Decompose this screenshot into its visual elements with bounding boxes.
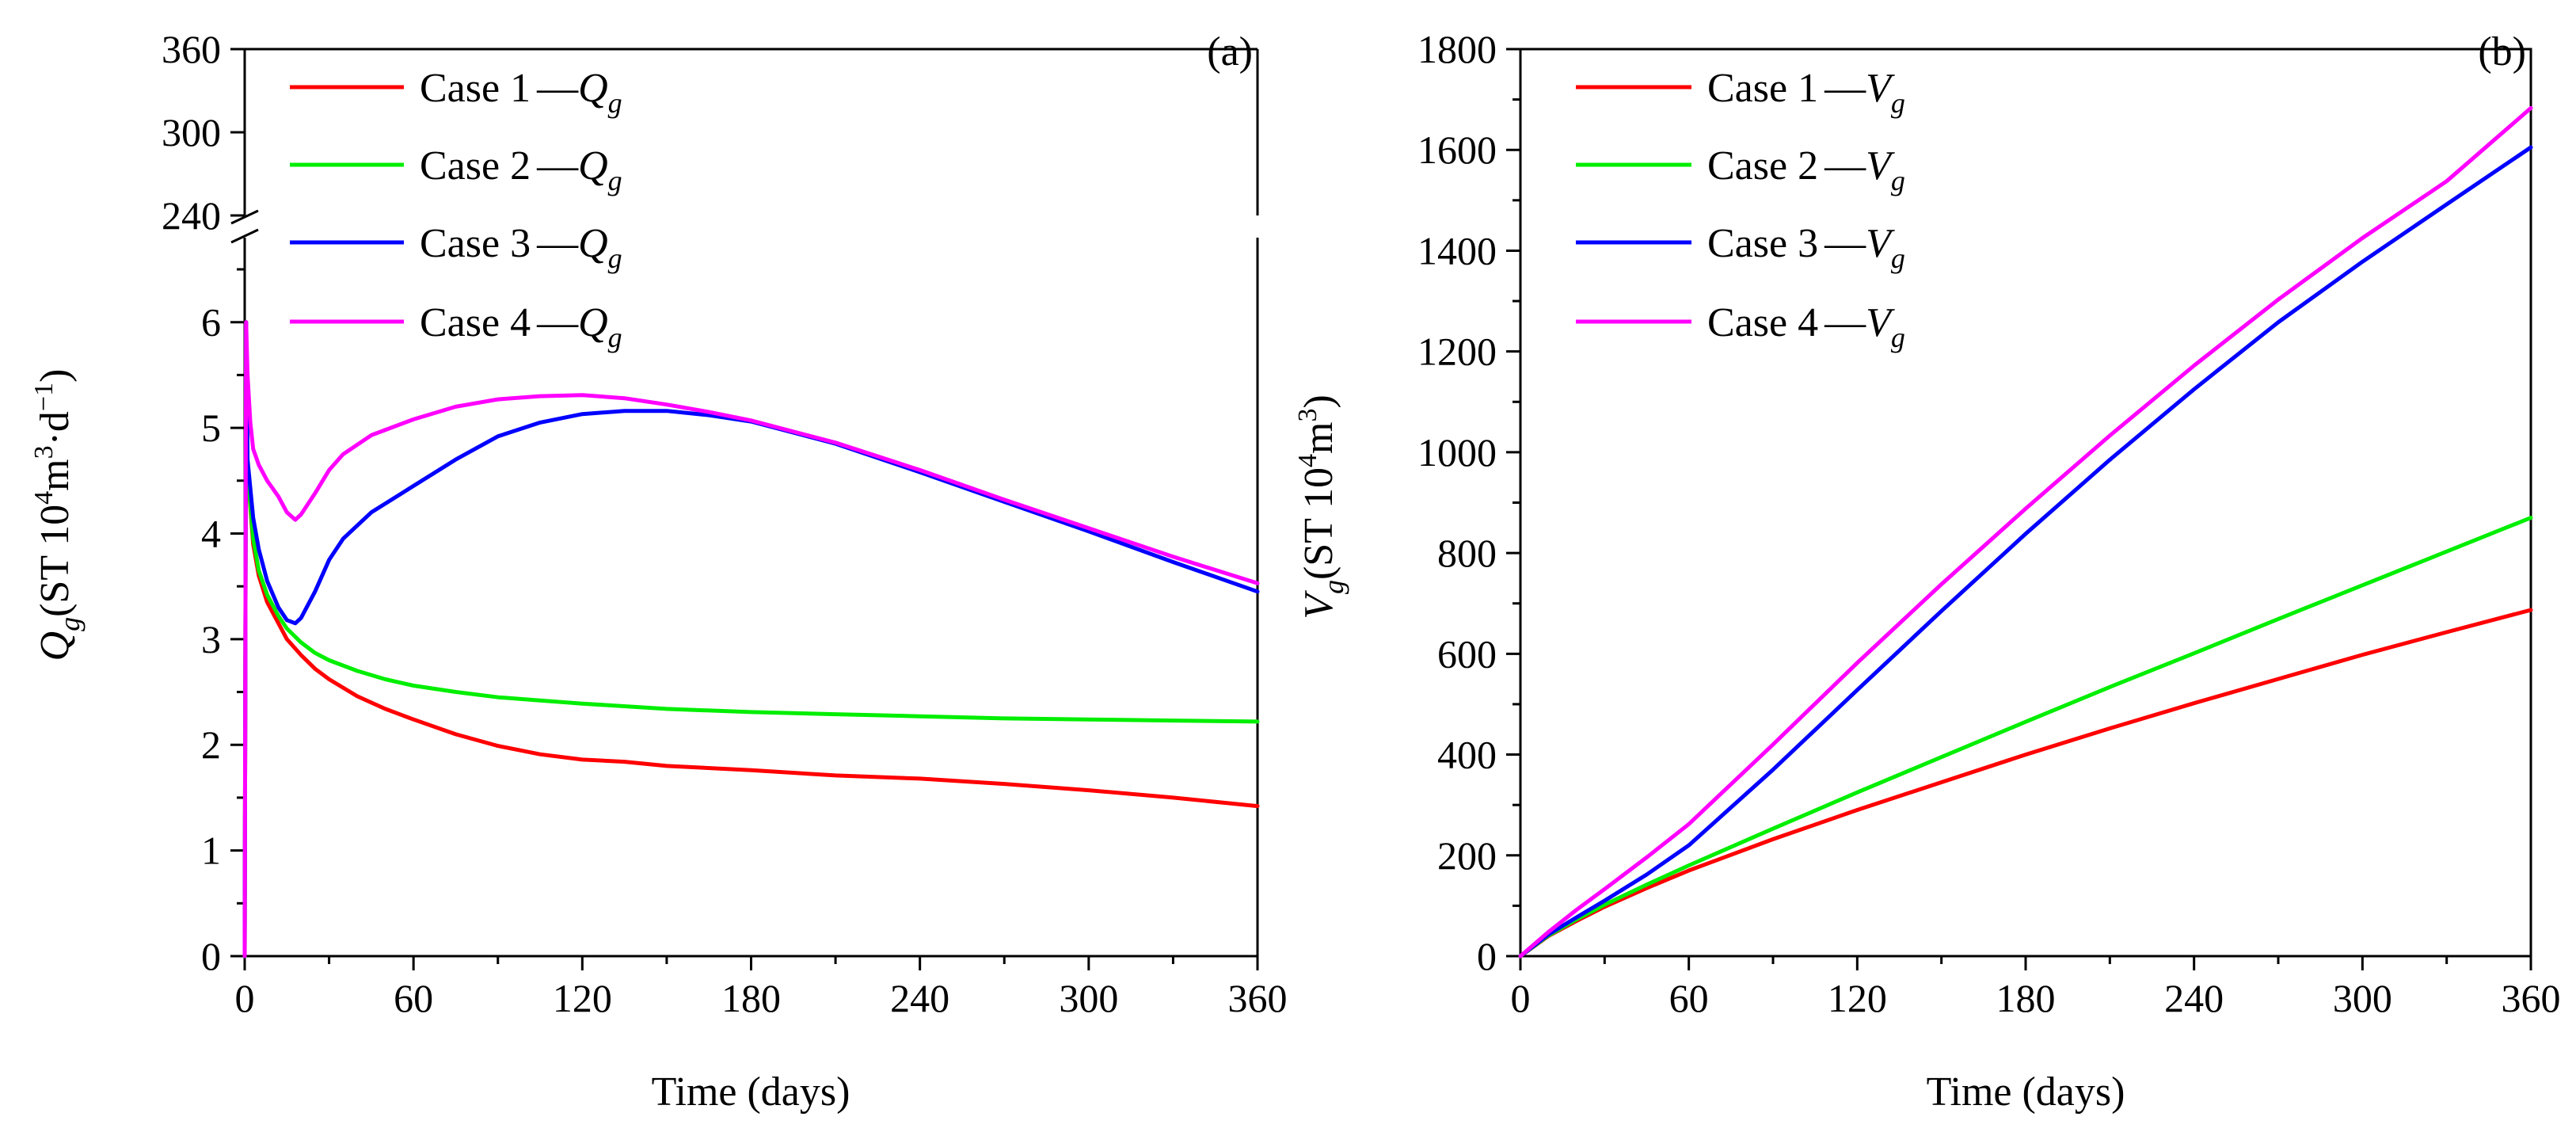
panel-b-series-line-case-3	[1518, 145, 2533, 959]
panel-b-y-tick-label: 200	[1437, 833, 1497, 878]
panel-a-series-line-case-4	[242, 320, 1260, 959]
panel-a-x-axis-title: Time (days)	[652, 1069, 850, 1115]
svg-text:Case 2—Qg: Case 2 —Qg	[420, 143, 622, 196]
panel-b-legend: Case 1 —Vg Case 2 —Vg Case 3 —Vg Case 4 —Vg	[1576, 66, 1905, 353]
svg-text:Case 4—Qg: Case 4 —Qg	[420, 300, 622, 353]
panel-b-legend-entry-case-1: Case 1 —Vg	[1576, 66, 1905, 119]
panel-a-x-tick-label: 120	[553, 976, 612, 1020]
panel-a-x-tick-label: 0	[235, 976, 255, 1020]
panel-a-legend-entry-case-3: Case 3 —Qg	[290, 221, 622, 274]
panel-a-x-ticks: 0 60 120 180 240 300 360	[235, 956, 1288, 1020]
panel-b-y-axis-title: Vg(ST 104m3)	[1293, 394, 1349, 619]
panel-b-plot-frame	[1519, 48, 2532, 958]
panel-a-x-tick-label: 300	[1059, 976, 1118, 1020]
panel-b-tag: (b)	[2478, 29, 2526, 74]
panel-a-legend-entry-case-4: Case 4 —Qg	[290, 300, 622, 353]
panel-b-y-tick-label: 1800	[1417, 27, 1497, 71]
panel-b-legend-entry-case-2: Case 2 —Vg	[1576, 143, 1905, 196]
panel-b-y-tick-label: 600	[1437, 631, 1497, 676]
svg-text:Case 1—Qg: Case 1 —Qg	[420, 66, 622, 119]
svg-text:Case 4—Vg: Case 4 —Vg	[1707, 300, 1905, 353]
panel-b-x-tick-label: 180	[1996, 976, 2056, 1020]
panel-b-legend-label-case-4: Case 4	[1707, 300, 1818, 345]
panel-a-y-tick-label: 0	[201, 934, 221, 978]
svg-text:Case 1—Vg: Case 1 —Vg	[1707, 66, 1905, 119]
panel-b-series-lines	[1518, 105, 2533, 959]
panel-b-legend-label-case-2: Case 2	[1707, 143, 1818, 189]
panel-b-y-tick-label: 1000	[1417, 430, 1497, 475]
panel-a-series-line-case-2	[242, 320, 1260, 959]
panel-b-x-axis-title: Time (days)	[1927, 1069, 2125, 1115]
panel-b-y-tick-label: 1600	[1417, 128, 1497, 172]
panel-a-y-tick-label: 2	[201, 722, 221, 767]
panel-b-x-tick-label: 300	[2333, 976, 2392, 1020]
panel-a-series-line-case-3	[242, 320, 1260, 959]
panel-a-tag: (a)	[1207, 29, 1253, 74]
panel-a-series-line-case-1	[242, 320, 1260, 959]
panel-a-y-upper-tick-label: 360	[162, 27, 221, 71]
panel-a-x-tick-label: 240	[890, 976, 949, 1020]
panel-b-vg-cumulative-chart: 0 60 120 180 240 300 360 0 200 400 600 800 1000 1200…	[1293, 27, 2561, 1115]
panel-a-y-tick-label: 4	[201, 511, 221, 555]
panel-a-legend-label-case-4: Case 4	[420, 300, 531, 345]
panel-b-y-tick-label: 0	[1477, 934, 1497, 978]
panel-a-legend-entry-case-2: Case 2 —Qg	[290, 143, 622, 196]
panel-b-legend-entry-case-3: Case 3 —Vg	[1576, 221, 1905, 274]
panel-b-x-ticks: 0 60 120 180 240 300 360	[1511, 956, 2561, 1020]
panel-a-y-tick-label: 3	[201, 617, 221, 661]
panel-b-legend-label-case-1: Case 1	[1707, 66, 1818, 111]
panel-b-x-tick-label: 360	[2502, 976, 2561, 1020]
panel-b-x-tick-label: 120	[1828, 976, 1887, 1020]
panel-b-series-line-case-1	[1518, 608, 2533, 959]
svg-text:Case 3—Qg: Case 3 —Qg	[420, 221, 622, 274]
panel-a-legend-entry-case-1: Case 1 —Qg	[290, 66, 622, 119]
panel-b-x-tick-label: 240	[2164, 976, 2224, 1020]
panel-b-y-tick-label: 800	[1437, 531, 1497, 575]
panel-a-legend-label-case-1: Case 1	[420, 66, 531, 111]
panel-a-y-upper-tick-label: 300	[162, 110, 221, 154]
panel-a-legend: Case 1 —Qg Case 2 —Qg Case 3 —Qg Case 4 —Qg	[290, 66, 622, 353]
panel-a-y-tick-label: 5	[201, 406, 221, 450]
panel-b-y-tick-label: 1400	[1417, 228, 1497, 273]
panel-a-x-tick-label: 360	[1228, 976, 1288, 1020]
panel-b-x-tick-label: 60	[1669, 976, 1709, 1020]
panel-a-y-axis-title: Qg(ST 104m3·d−1)	[29, 369, 86, 661]
panel-b-legend-entry-case-4: Case 4 —Vg	[1576, 300, 1905, 353]
panel-b-series-line-case-4	[1518, 105, 2533, 959]
panel-a-axis-break-mark-2	[230, 228, 259, 244]
panel-b-y-ticks: 0 200 400 600 800 1000 1200 1400 1600 1800	[1417, 27, 1520, 978]
svg-text:Case 2—Vg: Case 2 —Vg	[1707, 143, 1905, 196]
panel-a-y-tick-label: 6	[201, 300, 221, 345]
panel-b-y-tick-label: 400	[1437, 733, 1497, 777]
panel-b-x-tick-label: 0	[1511, 976, 1531, 1020]
svg-text:Case 3—Vg: Case 3 —Vg	[1707, 221, 1905, 274]
panel-a-axis-break-mark-1	[230, 209, 259, 225]
panel-a-qg-rate-chart: 0 60 120 180 240 300 360 0 1 2 3 4 5 6 240 300 360 Time…	[29, 27, 1288, 1115]
panel-b-y-tick-label: 1200	[1417, 330, 1497, 374]
panel-b-series-line-case-2	[1518, 516, 2533, 959]
panel-b-legend-label-case-3: Case 3	[1707, 221, 1818, 266]
panel-a-y-upper-tick-label: 240	[162, 193, 221, 238]
panel-a-y-ticks: 0 1 2 3 4 5 6 240 300 360	[162, 27, 245, 978]
panel-a-x-tick-label: 180	[721, 976, 781, 1020]
panel-a-legend-label-case-3: Case 3	[420, 221, 531, 266]
panel-a-x-tick-label: 60	[394, 976, 433, 1020]
panel-a-series-lines	[242, 320, 1260, 959]
panel-a-legend-label-case-2: Case 2	[420, 143, 531, 189]
panel-a-y-tick-label: 1	[201, 829, 221, 873]
